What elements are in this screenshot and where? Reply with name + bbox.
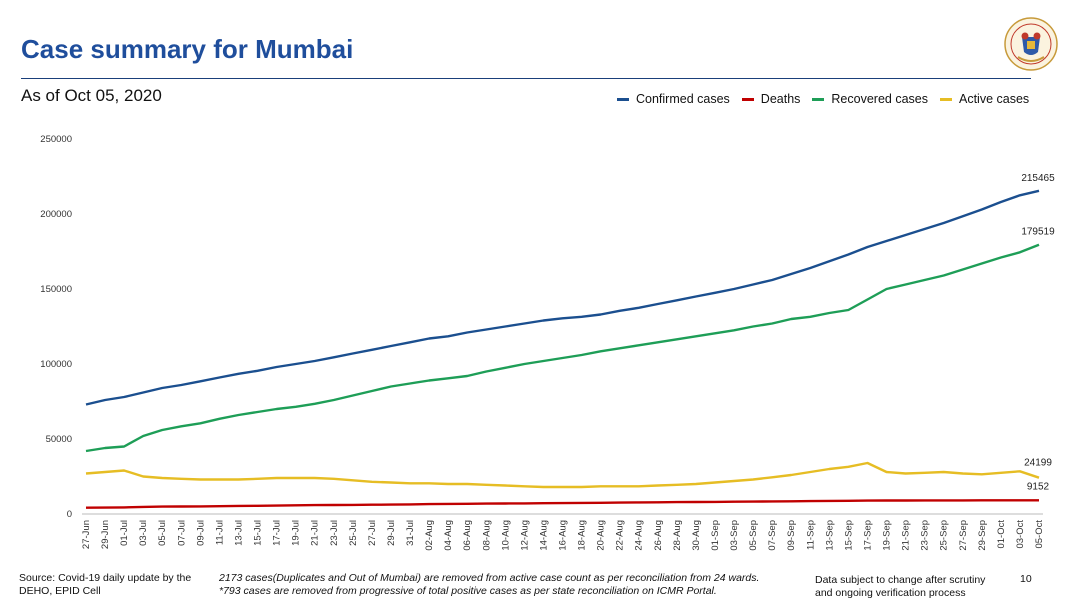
series-line-confirmed-cases <box>85 189 1040 406</box>
legend-item-active: Active cases <box>939 92 1030 106</box>
legend-label-confirmed: Confirmed cases <box>636 92 730 106</box>
x-tick-label: 09-Jul <box>195 520 206 546</box>
x-tick-label: 31-Jul <box>405 520 416 546</box>
x-tick-label: 01-Sep <box>710 520 721 551</box>
page-subtitle: As of Oct 05, 2020 <box>21 86 162 105</box>
legend-label-deaths: Deaths <box>760 92 801 106</box>
y-tick-label: 0 <box>67 509 72 520</box>
legend-item-confirmed: Confirmed cases <box>617 92 730 106</box>
end-data-label: 24199 <box>1024 458 1052 469</box>
disclaimer-line-1: Data subject to change after scrutiny <box>815 574 986 586</box>
x-tick-label: 23-Sep <box>920 520 931 551</box>
x-tick-label: 28-Aug <box>672 520 683 551</box>
x-tick-label: 30-Aug <box>691 520 702 551</box>
chart-legend: Confirmed cases Deaths Recovered cases A… <box>617 92 1029 106</box>
x-tick-label: 10-Aug <box>500 520 511 551</box>
x-tick-label: 07-Jul <box>176 520 187 546</box>
x-tick-label: 29-Sep <box>977 520 988 551</box>
legend-label-recovered: Recovered cases <box>831 92 928 106</box>
x-tick-label: 15-Jul <box>253 520 264 546</box>
y-tick-label: 150000 <box>40 284 72 295</box>
x-tick-label: 17-Sep <box>862 520 873 551</box>
x-tick-label: 21-Sep <box>901 520 912 551</box>
x-tick-label: 27-Jul <box>367 520 378 546</box>
x-tick-label: 09-Sep <box>786 520 797 551</box>
source-line-2: DEHO, EPID Cell <box>19 585 101 597</box>
x-tick-label: 17-Jul <box>272 520 283 546</box>
legend-item-deaths: Deaths <box>741 92 801 106</box>
legend-item-recovered: Recovered cases <box>812 92 928 106</box>
disclaimer: Data subject to change after scrutiny an… <box>815 574 985 600</box>
series-line-deaths <box>85 499 1039 509</box>
x-tick-label: 01-Oct <box>996 520 1007 549</box>
x-tick-label: 05-Jul <box>157 520 168 546</box>
y-tick-label: 100000 <box>40 359 72 370</box>
legend-swatch-deaths <box>741 97 754 101</box>
x-tick-label: 20-Aug <box>596 520 607 551</box>
x-tick-label: 27-Sep <box>958 520 969 551</box>
x-tick-label: 03-Sep <box>729 520 740 551</box>
x-tick-label: 18-Aug <box>577 520 588 551</box>
end-data-label: 9152 <box>1027 481 1050 492</box>
x-tick-label: 01-Jul <box>119 520 130 546</box>
x-tick-label: 19-Sep <box>882 520 893 551</box>
x-tick-label: 05-Oct <box>1034 520 1045 549</box>
municipal-seal-logo <box>1004 17 1058 71</box>
x-tick-label: 22-Aug <box>615 520 626 551</box>
note-line-1: 2173 cases(Duplicates and Out of Mumbai)… <box>219 572 760 584</box>
page-number: 10 <box>1020 573 1032 585</box>
title-underline <box>21 78 1031 79</box>
series-line-active-cases <box>85 461 1040 489</box>
end-data-label: 215465 <box>1021 173 1055 184</box>
x-tick-label: 29-Jun <box>100 520 111 549</box>
legend-swatch-recovered <box>812 97 825 101</box>
x-tick-label: 11-Sep <box>805 520 816 550</box>
x-tick-label: 06-Aug <box>462 520 473 551</box>
x-tick-label: 19-Jul <box>291 520 302 546</box>
page-title: Case summary for Mumbai <box>21 34 354 64</box>
legend-label-active: Active cases <box>958 92 1030 106</box>
end-data-label: 179519 <box>1021 227 1055 238</box>
legend-swatch-confirmed <box>617 97 629 101</box>
note-line-2: *793 cases are removed from progressive … <box>219 585 717 597</box>
x-tick-label: 14-Aug <box>538 520 549 551</box>
x-tick-label: 25-Sep <box>939 520 950 551</box>
x-tick-label: 03-Oct <box>1015 520 1026 549</box>
x-tick-label: 23-Jul <box>329 520 340 546</box>
x-tick-label: 27-Jun <box>81 520 92 549</box>
x-tick-label: 02-Aug <box>424 520 435 551</box>
x-tick-label: 04-Aug <box>443 520 454 551</box>
x-tick-label: 13-Jul <box>233 520 244 546</box>
x-tick-label: 08-Aug <box>481 520 492 551</box>
x-tick-label: 21-Jul <box>310 520 321 546</box>
x-tick-label: 26-Aug <box>653 520 664 551</box>
reconciliation-note: 2173 cases(Duplicates and Out of Mumbai)… <box>219 572 759 598</box>
series-line-recovered-cases <box>85 243 1040 453</box>
x-tick-label: 25-Jul <box>348 520 359 546</box>
x-tick-label: 03-Jul <box>138 520 149 546</box>
source-note: Source: Covid-19 daily update by the DEH… <box>19 572 191 598</box>
disclaimer-line-2: and ongoing verification process <box>815 587 966 599</box>
x-tick-label: 07-Sep <box>767 520 778 551</box>
x-tick-label: 11-Jul <box>214 520 225 545</box>
x-tick-label: 12-Aug <box>519 520 530 551</box>
y-tick-label: 50000 <box>46 434 72 445</box>
x-tick-label: 15-Sep <box>843 520 854 551</box>
cases-line-chart: 0 50000 100000 150000 200000 250000 27-Jun 29-J… <box>40 134 1055 551</box>
y-tick-label: 250000 <box>40 134 72 145</box>
x-tick-label: 29-Jul <box>386 520 397 546</box>
x-tick-label: 24-Aug <box>634 520 645 551</box>
x-tick-label: 05-Sep <box>748 520 759 551</box>
y-tick-label: 200000 <box>40 209 72 220</box>
x-tick-label: 13-Sep <box>824 520 835 551</box>
x-tick-label: 16-Aug <box>558 520 569 551</box>
legend-swatch-active <box>939 97 952 101</box>
source-line-1: Source: Covid-19 daily update by the <box>19 572 192 584</box>
